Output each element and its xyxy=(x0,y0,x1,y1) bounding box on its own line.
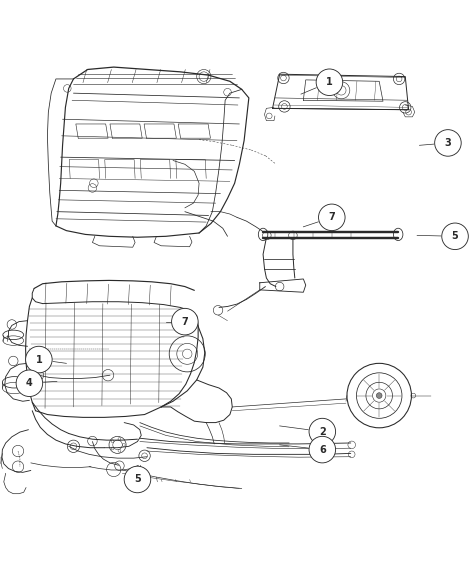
Text: 4: 4 xyxy=(26,378,33,388)
Circle shape xyxy=(316,69,343,95)
Circle shape xyxy=(442,223,468,250)
Text: 5: 5 xyxy=(452,231,458,241)
Text: 1: 1 xyxy=(36,355,42,365)
Text: 7: 7 xyxy=(328,212,335,223)
Text: 3: 3 xyxy=(445,138,451,148)
Circle shape xyxy=(319,204,345,231)
Circle shape xyxy=(309,436,336,463)
Circle shape xyxy=(26,346,52,373)
Text: 2: 2 xyxy=(319,427,326,436)
Circle shape xyxy=(124,466,151,493)
Circle shape xyxy=(309,419,336,445)
Text: 5: 5 xyxy=(134,474,141,485)
Text: 1: 1 xyxy=(326,77,333,87)
Circle shape xyxy=(376,393,382,398)
Circle shape xyxy=(435,129,461,156)
Text: 6: 6 xyxy=(319,444,326,455)
Text: 7: 7 xyxy=(182,317,188,327)
Circle shape xyxy=(16,370,43,397)
Circle shape xyxy=(172,308,198,335)
